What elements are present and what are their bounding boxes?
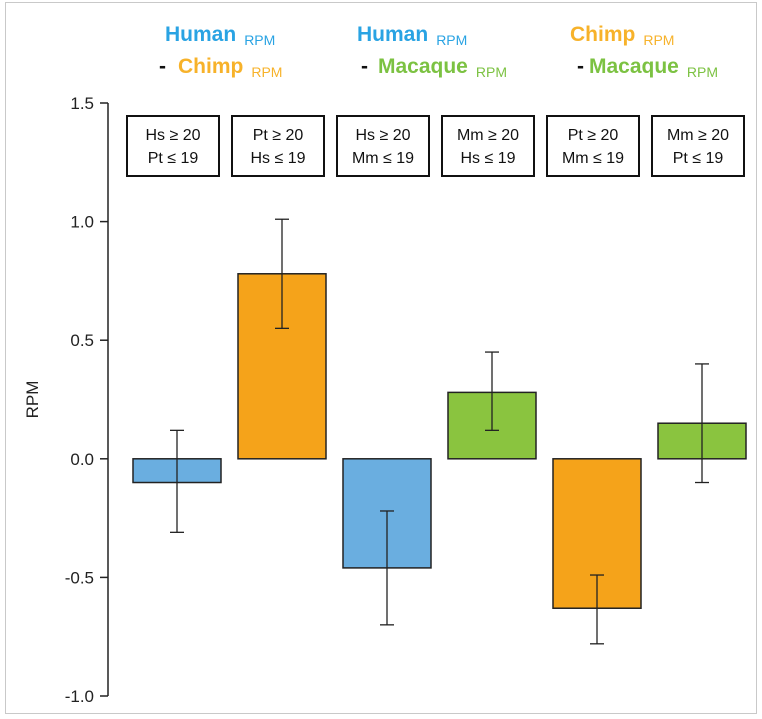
- y-tick-label: 0.5: [70, 331, 94, 350]
- group-header-unit: RPM: [687, 64, 718, 80]
- category-label-line2: Mm ≤ 19: [352, 150, 414, 167]
- category-label-box: Hs ≥ 20 Pt ≤ 19: [126, 115, 220, 177]
- error-bar: [485, 351, 499, 431]
- bars: [132, 273, 747, 609]
- error-bar: [590, 574, 604, 645]
- group-header-unit: RPM: [643, 32, 674, 48]
- y-tick-label: -0.5: [65, 568, 94, 587]
- group-header-minus: -: [577, 55, 584, 78]
- category-label-box: Mm ≥ 20 Hs ≤ 19: [441, 115, 535, 177]
- group-header-line1: Human RPM: [165, 23, 275, 48]
- error-bar: [170, 429, 184, 533]
- group-header-line2: Macaque RPM: [378, 55, 507, 80]
- category-label-box: Mm ≥ 20 Pt ≤ 19: [651, 115, 745, 177]
- category-label-line1: Pt ≥ 20: [253, 127, 304, 144]
- category-box-border: [441, 115, 535, 177]
- category-box-border: [546, 115, 640, 177]
- category-label-line2: Hs ≤ 19: [250, 150, 305, 167]
- group-header: Human RPM- Chimp RPM: [159, 23, 282, 80]
- group-header: Chimp RPM - Macaque RPM: [570, 23, 718, 80]
- category-box-border: [651, 115, 745, 177]
- category-label-line2: Pt ≤ 19: [673, 150, 724, 167]
- y-axis: 1.5 1.0 0.5 0.0 -0.5 -1.0: [65, 94, 109, 706]
- group-header-species: Chimp: [178, 55, 243, 78]
- group-header-species: Human: [357, 23, 428, 46]
- y-tick-label: 0.0: [70, 450, 94, 469]
- group-header-minus: -: [159, 55, 166, 78]
- category-label-boxes: Hs ≥ 20 Pt ≤ 19 Pt ≥ 20 Hs ≤ 19 Hs ≥ 20 Mm ≤ …: [126, 115, 745, 177]
- category-label-line1: Mm ≥ 20: [667, 127, 729, 144]
- y-axis-title: RPM: [23, 381, 42, 419]
- error-bar: [380, 510, 394, 626]
- category-label-line1: Mm ≥ 20: [457, 127, 519, 144]
- group-header-species: Human: [165, 23, 236, 46]
- category-label-line2: Hs ≤ 19: [460, 150, 515, 167]
- group-header-unit: RPM: [476, 64, 507, 80]
- category-box-border: [231, 115, 325, 177]
- group-header-line2: Macaque RPM: [589, 55, 718, 80]
- error-bars: [170, 218, 709, 645]
- group-header-line1: Chimp RPM: [570, 23, 674, 48]
- category-label-line1: Hs ≥ 20: [145, 127, 200, 144]
- category-label-line1: Pt ≥ 20: [568, 127, 619, 144]
- category-label-line2: Mm ≤ 19: [562, 150, 624, 167]
- category-label-box: Pt ≥ 20 Mm ≤ 19: [546, 115, 640, 177]
- group-header-line2: Chimp RPM: [178, 55, 282, 80]
- group-header-species: Macaque: [378, 55, 468, 78]
- group-header-species: Chimp: [570, 23, 635, 46]
- error-bar: [695, 363, 709, 484]
- category-label-box: Hs ≥ 20 Mm ≤ 19: [336, 115, 430, 177]
- group-header-line1: Human RPM: [357, 23, 467, 48]
- y-tick-label: -1.0: [65, 687, 94, 706]
- y-tick-label: 1.0: [70, 213, 94, 232]
- group-header: Human RPM - Macaque RPM: [357, 23, 507, 80]
- group-header-minus: -: [361, 55, 368, 78]
- group-header-unit: RPM: [244, 32, 275, 48]
- category-box-border: [126, 115, 220, 177]
- error-bar: [275, 218, 289, 329]
- y-tick-label: 1.5: [70, 94, 94, 113]
- category-box-border: [336, 115, 430, 177]
- group-header-unit: RPM: [436, 32, 467, 48]
- category-label-line1: Hs ≥ 20: [355, 127, 410, 144]
- category-label-line2: Pt ≤ 19: [148, 150, 199, 167]
- group-header-species: Macaque: [589, 55, 679, 78]
- category-label-box: Pt ≥ 20 Hs ≤ 19: [231, 115, 325, 177]
- group-header-unit: RPM: [251, 64, 282, 80]
